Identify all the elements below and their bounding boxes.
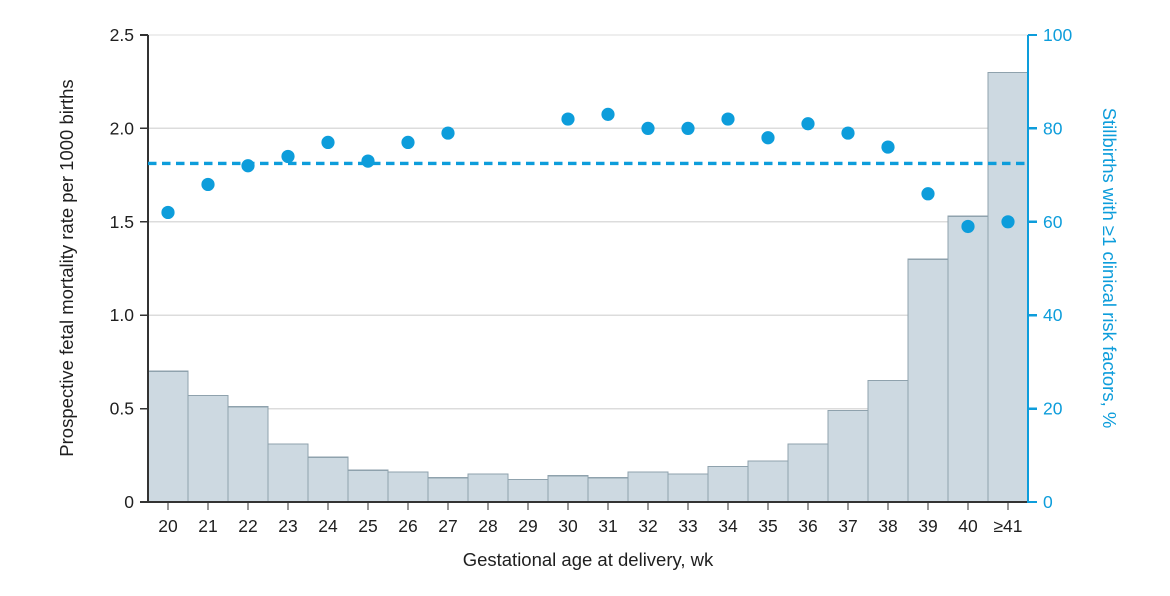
- bar-week-33: [667, 473, 709, 503]
- x-axis-tick-label: 37: [838, 516, 857, 536]
- scatter-dot-week-32: [641, 121, 655, 135]
- x-axis-tick-label: 27: [438, 516, 457, 536]
- scatter-dot-week-25: [361, 154, 375, 168]
- bar-week-20: [147, 370, 189, 503]
- bar-week-28: [467, 473, 509, 503]
- scatter-dot-week-38: [881, 140, 895, 154]
- left-axis-tick-label: 0: [124, 492, 134, 512]
- right-axis-title: Stillbirths with ≥1 clinical risk factor…: [1099, 108, 1120, 429]
- x-axis-tick-label: 35: [758, 516, 777, 536]
- x-axis-tick-label: 29: [518, 516, 537, 536]
- bar-week-23: [267, 443, 309, 503]
- x-axis-tick-label: 32: [638, 516, 657, 536]
- scatter-dot-week-24: [321, 135, 335, 150]
- bar-week-39: [907, 258, 949, 503]
- scatter-dot-week-21: [201, 177, 215, 192]
- bar-week-32: [627, 471, 669, 503]
- x-axis-tick-label: 25: [358, 516, 377, 536]
- bar-week-29: [507, 478, 549, 503]
- scatter-dot-week-37: [841, 126, 855, 140]
- x-axis-tick-label: 23: [278, 516, 297, 536]
- left-axis-tick-label: 1.5: [110, 212, 134, 232]
- scatter-dot-week-33: [681, 121, 695, 135]
- x-axis-tick-label: 39: [918, 516, 937, 536]
- scatter-dot-week-27: [441, 126, 455, 140]
- x-axis-tick-label: 30: [558, 516, 578, 536]
- x-axis-tick-label: 34: [718, 516, 738, 536]
- bar-week-31: [587, 477, 629, 503]
- scatter-dot-week-30: [561, 112, 575, 126]
- x-axis-tick-label: 38: [878, 516, 897, 536]
- bar-week-34: [707, 465, 749, 503]
- right-axis-tick-label: 100: [1043, 25, 1072, 45]
- x-axis-tick-label: 24: [318, 516, 338, 536]
- bar-week-40: [947, 215, 989, 503]
- right-axis-tick-label: 40: [1043, 305, 1063, 325]
- scatter-dot-week-≥41: [1001, 215, 1015, 229]
- left-axis-tick-label: 2.0: [110, 118, 135, 138]
- scatter-dot-week-20: [161, 205, 175, 220]
- scatter-dot-week-35: [761, 131, 775, 145]
- x-axis-tick-label: 22: [238, 516, 257, 536]
- bar-week-21: [187, 394, 229, 503]
- x-axis-tick-label: ≥41: [993, 516, 1022, 536]
- right-axis-tick-label: 60: [1043, 212, 1063, 232]
- scatter-dot-week-39: [921, 187, 935, 201]
- x-axis-tick-label: 20: [158, 516, 178, 536]
- scatter-dot-week-34: [721, 112, 735, 126]
- x-axis-tick-label: 36: [798, 516, 817, 536]
- left-axis-tick-label: 0.5: [110, 399, 134, 419]
- scatter-dot-week-40: [961, 219, 975, 234]
- bar-week-27: [427, 477, 469, 503]
- bar-week-30: [547, 475, 589, 503]
- bar-week-35: [747, 460, 789, 503]
- bar-week-22: [227, 406, 269, 503]
- x-axis-tick-label: 28: [478, 516, 497, 536]
- bar-week-37: [827, 409, 869, 503]
- left-axis-tick-label: 1.0: [110, 305, 135, 325]
- x-axis-tick-label: 21: [198, 516, 217, 536]
- bar-week-36: [787, 443, 829, 503]
- x-axis-tick-label: 26: [398, 516, 417, 536]
- x-axis-tick-label: 40: [958, 516, 978, 536]
- chart-generated-layer: 2.5 2.0 1.5 1.0 0.5 0 20 21 22 23 24 25 26 27 28 29 30 31…: [110, 25, 1073, 536]
- bar-week-25: [347, 469, 389, 503]
- x-axis-title: Gestational age at delivery, wk: [463, 549, 714, 570]
- bar-week-24: [307, 456, 349, 503]
- right-axis-tick-label: 20: [1043, 399, 1063, 419]
- scatter-dot-week-22: [241, 159, 255, 173]
- bar-week-38: [867, 379, 909, 503]
- bar-week-≥41: [987, 71, 1029, 503]
- scatter-dot-week-36: [801, 117, 815, 131]
- scatter-dot-week-23: [281, 149, 295, 164]
- scatter-dot-week-31: [601, 107, 615, 121]
- right-axis-tick-label: 0: [1043, 492, 1053, 512]
- scatter-dot-week-26: [401, 135, 415, 150]
- left-axis-tick-label: 2.5: [110, 25, 134, 45]
- x-axis-tick-label: 31: [598, 516, 617, 536]
- bar-week-26: [387, 471, 429, 503]
- left-axis-title: Prospective fetal mortality rate per 100…: [56, 79, 77, 456]
- right-axis-tick-label: 80: [1043, 118, 1063, 138]
- x-axis-tick-label: 33: [678, 516, 697, 536]
